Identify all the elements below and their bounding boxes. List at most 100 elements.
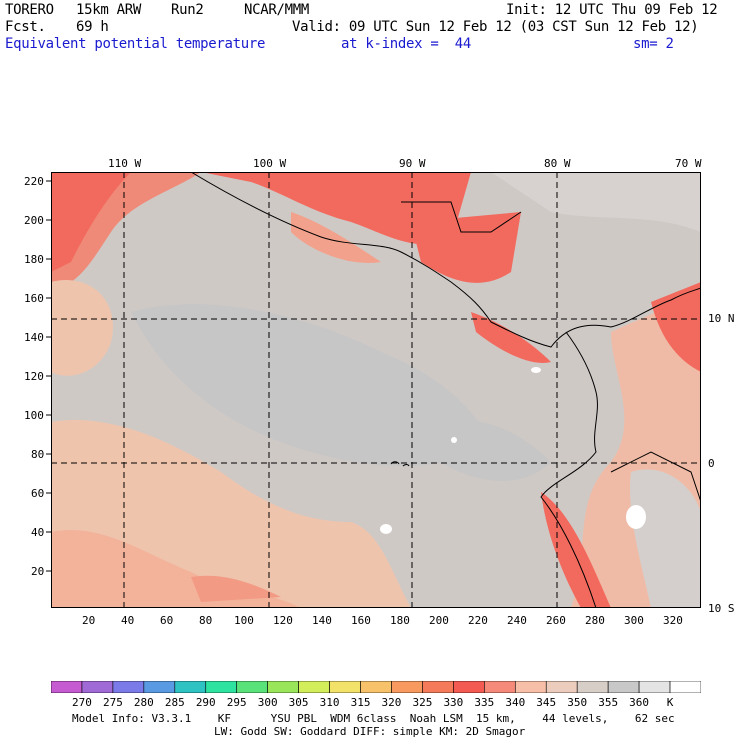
hot-zone-peru-coast: [541, 492, 611, 608]
colorbar-label: 315: [350, 696, 371, 709]
colorbar-swatch: [174, 681, 207, 693]
colorbar-swatch: [638, 681, 671, 693]
colorbar-swatch: [298, 681, 330, 693]
colorbar-swatch: [81, 681, 114, 693]
x-tick-label: 280: [585, 614, 605, 627]
colorbar-swatch: [236, 681, 268, 693]
model-info: Model Info: V3.3.1 KF YSU PBL WDM 6class…: [72, 712, 675, 725]
y-tick-label: 160: [24, 292, 44, 305]
lon-label-80w: 80 W: [544, 157, 571, 170]
colorbar-swatch: [576, 681, 609, 693]
hot-zone-colombia: [651, 282, 701, 372]
x-tick-label: 20: [82, 614, 96, 627]
y-tick-label: 200: [24, 214, 44, 227]
hot-zone-northwest: [51, 172, 131, 272]
colorbar-swatch: [422, 681, 454, 693]
lat-label-10n: 10 N: [708, 312, 735, 325]
colorbar-swatch: [360, 681, 392, 693]
colorbar-label: 270: [72, 696, 92, 709]
colorbar-swatch: [267, 681, 299, 693]
lon-label-100w: 100 W: [253, 157, 287, 170]
white-patch: [626, 505, 646, 529]
x-tick-label: 260: [546, 614, 566, 627]
colorbar-swatch: [112, 681, 145, 693]
x-tick-label: 220: [468, 614, 488, 627]
valid-time: Valid: 09 UTC Sun 12 Feb 12 (03 CST Sun …: [292, 19, 699, 35]
x-tick-label: 40: [121, 614, 135, 627]
colorbar-label: 355: [598, 696, 619, 709]
colorbar-swatch: [51, 681, 83, 693]
x-tick-label: 140: [312, 614, 332, 627]
forecast-label: Fcst.: [5, 19, 46, 35]
lat-label-10s: 10 S: [708, 602, 735, 615]
border-peru-brazil: [610, 451, 701, 503]
colorbar-swatch: [484, 681, 516, 693]
model-resolution: 15km ARW: [76, 2, 142, 18]
x-tick-label: 160: [351, 614, 371, 627]
lat-label-0: 0: [708, 457, 715, 470]
y-tick-label: 60: [31, 487, 45, 500]
white-patch: [451, 437, 457, 443]
y-tick-label: 120: [24, 370, 44, 383]
forecast-hours: 69 h: [76, 19, 109, 35]
y-tick-label: 180: [24, 253, 44, 266]
warm-zone-mexico-coast: [291, 212, 381, 263]
y-tick-label: 220: [24, 175, 44, 188]
colorbar-swatch: [669, 681, 701, 693]
colorbar-label: 320: [381, 696, 402, 709]
y-tick-label: 40: [31, 526, 45, 539]
colorbar-label: 305: [288, 696, 309, 709]
cool-zone-andes: [630, 469, 701, 608]
coastline-north: [190, 172, 701, 348]
y-tick-label: 100: [24, 409, 44, 422]
colorbar-label: 335: [474, 696, 495, 709]
smoothing: sm= 2: [633, 36, 674, 52]
peach-zone-west: [51, 280, 113, 376]
y-tick-label: 140: [24, 331, 44, 344]
caribbean-zone: [491, 172, 701, 232]
colorbar-swatch: [514, 681, 547, 693]
warm-zone-southwest-inner: [51, 530, 301, 608]
hot-zone-mexico: [201, 172, 471, 245]
colorbar-label: K: [666, 696, 674, 709]
colorbar-swatch: [607, 681, 640, 693]
colorbar-label: 325: [412, 696, 433, 709]
lon-label-90w: 90 W: [399, 157, 426, 170]
white-patch: [380, 524, 392, 534]
colorbar-label: 350: [567, 696, 588, 709]
field-name: Equivalent potential temperature: [5, 36, 266, 52]
x-tick-label: 300: [624, 614, 644, 627]
run-name: Run2: [171, 2, 204, 18]
y-tick-label: 20: [31, 565, 45, 578]
colorbar-label: 330: [443, 696, 464, 709]
x-tick-label: 320: [663, 614, 683, 627]
model-name: TORERO: [5, 2, 54, 18]
physics-info: LW: Godd SW: Goddard DIFF: simple KM: 2D…: [214, 725, 526, 738]
x-tick-label: 180: [390, 614, 410, 627]
colorbar-label: 275: [102, 696, 123, 709]
colorbar-label: 285: [164, 696, 185, 709]
border-lines: [401, 201, 522, 233]
hot-patch-south: [191, 575, 281, 602]
colorbar-swatch: [329, 681, 361, 693]
colorbar-swatch: [391, 681, 423, 693]
colorbar-label: 360: [629, 696, 650, 709]
colorbar-swatch: [205, 681, 238, 693]
x-tick-label: 60: [160, 614, 174, 627]
x-tick-label: 80: [199, 614, 213, 627]
colorbar-swatch: [545, 681, 578, 693]
colorbar: [51, 681, 701, 693]
white-patch: [531, 367, 541, 373]
cool-zone-equatorial: [431, 419, 551, 481]
colorbar-swatch: [453, 681, 485, 693]
colorbar-swatch: [143, 681, 176, 693]
lon-label-110w: 110 W: [108, 157, 142, 170]
colorbar-label: 310: [319, 696, 340, 709]
colorbar-label: 280: [133, 696, 154, 709]
y-tick-label: 80: [31, 448, 45, 461]
colorbar-label: 290: [195, 696, 216, 709]
x-tick-label: 120: [273, 614, 293, 627]
organization: NCAR/MMM: [244, 2, 310, 18]
x-tick-label: 240: [507, 614, 527, 627]
